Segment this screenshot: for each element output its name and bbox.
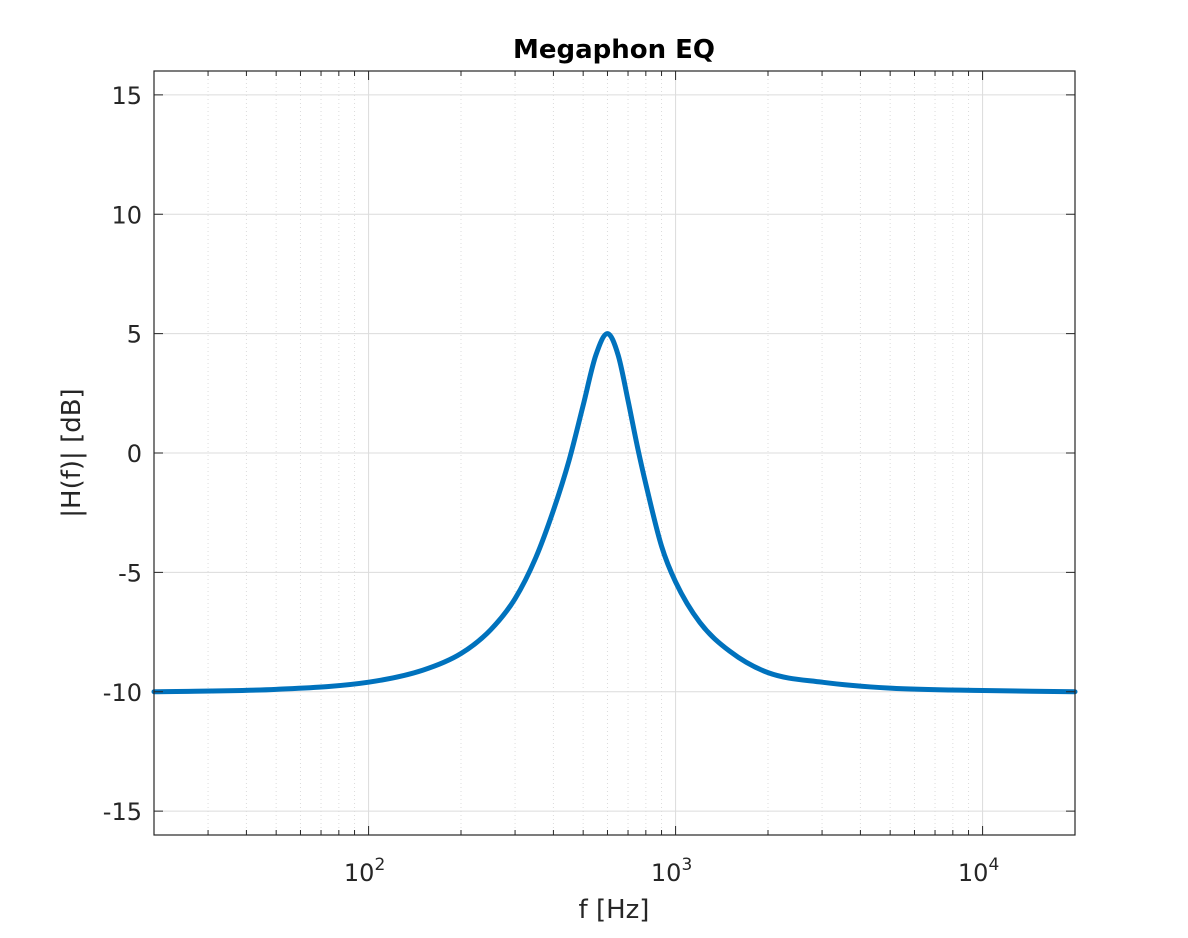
series-line <box>151 331 1078 695</box>
y-tick-label: -15 <box>103 798 142 826</box>
y-tick-label: -5 <box>118 559 142 587</box>
tick-labels: 102 103 104 -15 -10 -5 0 5 10 15 <box>103 82 999 887</box>
y-tick-label: 15 <box>111 82 142 110</box>
y-tick-label: 0 <box>127 440 142 468</box>
ticks-layer <box>154 71 1075 835</box>
x-tick-label: 104 <box>958 855 999 887</box>
x-axis-label: f [Hz] <box>579 895 650 925</box>
x-tick-label: 102 <box>344 855 385 887</box>
minor-grid <box>207 71 970 835</box>
y-tick-label: 10 <box>111 201 142 229</box>
y-tick-label: 5 <box>127 321 142 349</box>
y-tick-label: -10 <box>103 679 142 707</box>
major-grid <box>154 71 1075 835</box>
x-tick-label: 103 <box>651 855 692 887</box>
chart-title: Megaphon EQ <box>513 35 715 65</box>
y-axis-label: |H(f)| [dB] <box>57 388 87 517</box>
series-layer <box>151 331 1078 695</box>
